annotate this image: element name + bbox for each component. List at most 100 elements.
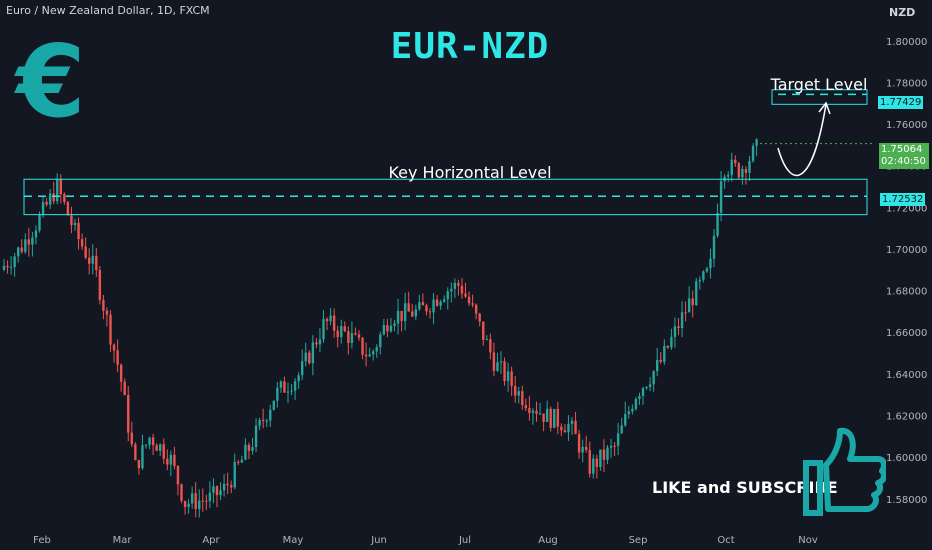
x-tick-label: Feb: [33, 535, 51, 546]
candle-body: [31, 237, 34, 245]
x-tick-label: Apr: [202, 535, 220, 546]
candle-body: [563, 430, 567, 433]
candle-body: [627, 411, 630, 415]
y-tick-label: 1.64000: [886, 370, 927, 381]
candle-body: [244, 444, 247, 460]
candle-body: [297, 375, 300, 382]
x-tick-label: Oct: [717, 535, 734, 546]
candle-body: [198, 500, 201, 510]
candle-body: [70, 215, 73, 226]
candle-body: [673, 326, 677, 337]
candle-body: [315, 342, 318, 345]
candle-body: [166, 458, 169, 465]
candle-body: [88, 257, 91, 264]
candle-body: [13, 256, 16, 268]
candle-body: [474, 304, 478, 314]
key-level-label: Key Horizontal Level: [388, 163, 552, 182]
candle-body: [148, 437, 151, 445]
candle-body: [606, 447, 609, 460]
candle-body: [194, 493, 197, 510]
candle-body: [684, 312, 687, 314]
candle-body: [283, 381, 286, 393]
candle-body: [240, 459, 244, 463]
candle-body: [368, 354, 371, 357]
last-price: 1.75064: [881, 144, 923, 155]
candle-body: [755, 139, 758, 146]
candle-body: [322, 318, 325, 340]
candle-body: [585, 446, 588, 450]
candle-body: [130, 432, 133, 445]
candle-body: [677, 326, 680, 328]
candle-body: [386, 325, 389, 332]
candle-body: [258, 419, 261, 426]
candle-body: [638, 396, 641, 399]
candle-body: [389, 325, 393, 332]
candle-body: [712, 235, 716, 259]
candle-body: [485, 339, 488, 341]
candle-body: [123, 381, 126, 395]
candle-body: [84, 246, 87, 258]
candle-body: [514, 386, 517, 396]
y-tick-label: 1.80000: [886, 37, 927, 48]
candle-body: [66, 202, 70, 216]
candle-body: [432, 299, 435, 313]
candle-body: [350, 333, 354, 343]
candle-body: [233, 461, 236, 488]
candle-body: [528, 408, 531, 413]
candle-body: [439, 301, 442, 306]
candle-body: [141, 445, 144, 469]
candle-body: [521, 391, 524, 406]
y-tick-label: 1.60000: [886, 453, 927, 464]
x-axis: Feb Mar Apr May Jun Jul Aug Sep Oct Nov: [33, 535, 818, 546]
candle-body: [56, 179, 59, 202]
candle-body: [187, 503, 190, 508]
candle-body: [173, 454, 176, 467]
x-tick-label: Aug: [538, 535, 558, 546]
candle-body: [499, 361, 503, 363]
candle-body: [73, 222, 77, 226]
candle-body: [613, 445, 616, 447]
candle-body: [98, 270, 102, 300]
candle-body: [602, 449, 606, 460]
candle-body: [109, 314, 112, 345]
candle-body: [116, 350, 119, 365]
y-tick-label: 1.70000: [886, 245, 927, 256]
candle-body: [230, 485, 233, 488]
candle-body: [588, 449, 591, 474]
candle-body: [254, 425, 258, 448]
candle-body: [318, 339, 322, 345]
countdown: 02:40:50: [881, 156, 926, 167]
candle-body: [471, 303, 474, 305]
candle-body: [506, 371, 510, 382]
candle-body: [517, 391, 520, 396]
candle-body: [460, 285, 464, 294]
candle-body: [634, 398, 638, 409]
candle-body: [201, 500, 204, 502]
candle-body: [616, 433, 620, 446]
candle-body: [279, 381, 283, 388]
x-tick-label: Jun: [370, 535, 387, 546]
candle-body: [496, 362, 499, 371]
candle-body: [357, 334, 361, 338]
candle-body: [102, 299, 105, 311]
candle-body: [190, 493, 194, 504]
candles-layer: [2, 138, 758, 518]
candle-body: [702, 271, 705, 280]
candle-body: [134, 444, 137, 460]
candle-body: [680, 312, 684, 328]
candle-body: [428, 311, 432, 313]
target-arrow: [777, 103, 827, 177]
y-tick-label: 1.76000: [886, 120, 927, 131]
candle-body: [364, 354, 368, 357]
candle-body: [41, 202, 45, 215]
thumbs-up-icon: [803, 427, 886, 516]
candle-body: [9, 267, 13, 269]
candle-body: [247, 444, 251, 451]
candle-body: [77, 222, 80, 240]
candle-body: [645, 386, 648, 389]
target-level-label: Target Level: [770, 75, 868, 94]
x-tick-label: Sep: [629, 535, 648, 546]
candle-body: [599, 449, 602, 468]
candle-body: [361, 337, 364, 355]
